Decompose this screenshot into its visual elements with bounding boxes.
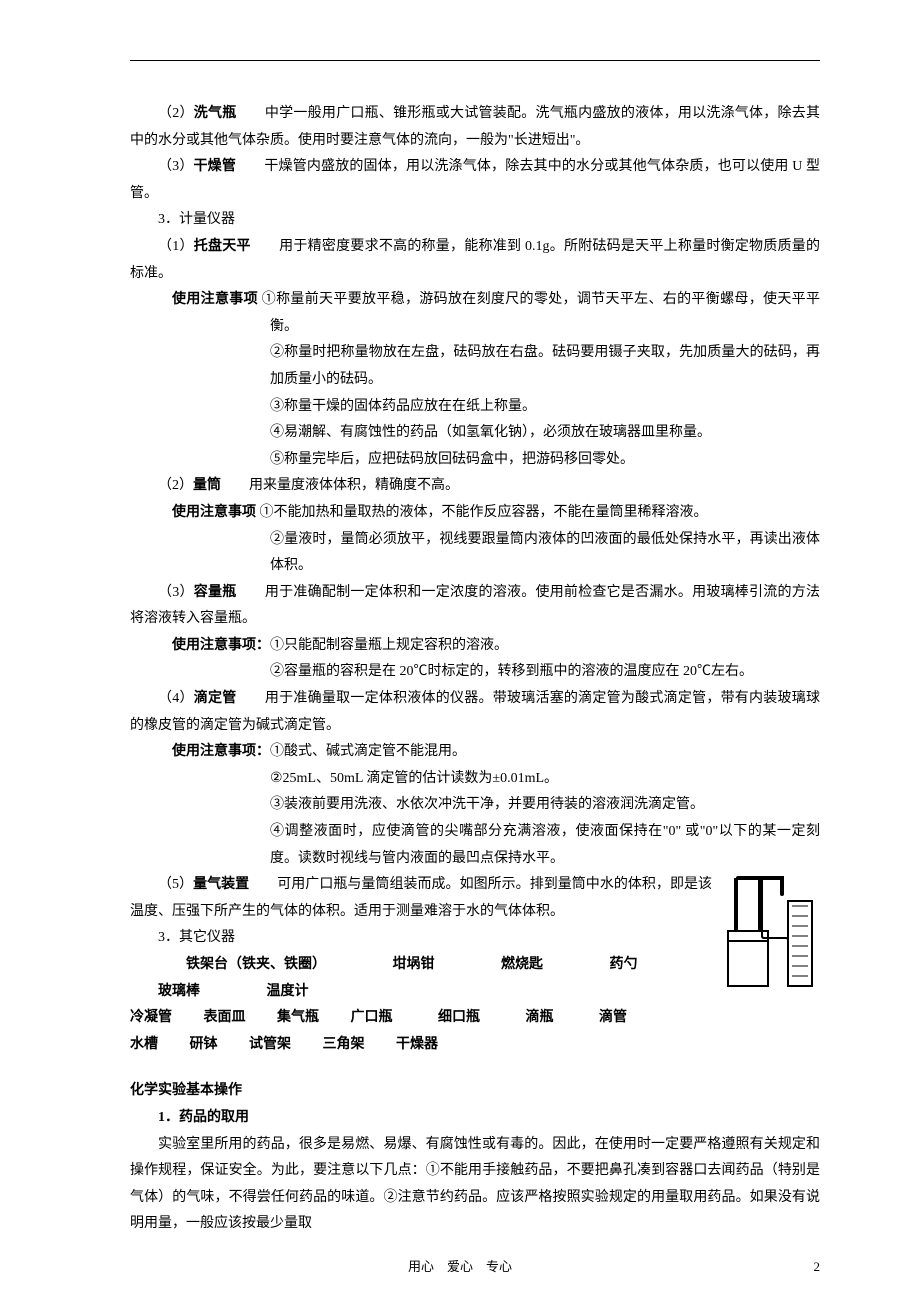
page-container: （2）洗气瓶 中学一般用广口瓶、锥形瓶或大试管装配。洗气瓶内盛放的液体，用以洗涤… [0, 0, 920, 1302]
notes-label: 使用注意事项： [172, 744, 270, 759]
item-balance: （1）托盘天平 用于精密度要求不高的称量，能称准到 0.1g。所附砝码是天平上称… [130, 234, 820, 287]
burette-notes: 使用注意事项：①酸式、碱式滴定管不能混用。 [130, 739, 820, 766]
item-washing-bottle: （2）洗气瓶 中学一般用广口瓶、锥形瓶或大试管装配。洗气瓶内盛放的液体，用以洗涤… [130, 101, 820, 154]
term: 洗气瓶 [194, 106, 237, 121]
eq: 滴管 [599, 1005, 627, 1032]
num: （1） [158, 239, 194, 254]
balance-notes: 使用注意事项 ①称量前天平要放平稳，游码放在刻度尺的零处，调节天平左、右的平衡螺… [130, 287, 820, 340]
section-other: 3．其它仪器 [130, 925, 820, 952]
eq: 滴瓶 [526, 1005, 554, 1032]
eq: 水槽 [130, 1032, 158, 1059]
balance-note2: ②称量时把称量物放在左盘，砝码放在右盘。砝码要用镊子夹取，先加质量大的砝码，再加… [130, 340, 820, 393]
note1: ①只能配制容量瓶上规定容积的溶液。 [270, 638, 508, 653]
subsection-reagent: 1．药品的取用 [130, 1105, 820, 1132]
page-number: 2 [814, 1255, 821, 1280]
section-measuring: 3．计量仪器 [130, 207, 820, 234]
balance-note4: ④易潮解、有腐蚀性的药品（如氢氧化钠），必须放在玻璃器皿里称量。 [130, 420, 820, 447]
section-operations: 化学实验基本操作 [130, 1078, 820, 1105]
balance-note3: ③称量干燥的固体药品应放在在纸上称量。 [130, 394, 820, 421]
notes-label: 使用注意事项 [172, 292, 258, 307]
flask-note2: ②容量瓶的容积是在 20℃时标定的，转移到瓶中的溶液的温度应在 20℃左右。 [130, 659, 820, 686]
term: 量气装置 [193, 877, 249, 892]
eq: 试管架 [249, 1032, 291, 1059]
burette-note4: ④调整液面时，应使滴管的尖嘴部分充满溶液，使液面保持在"0" 或"0"以下的某一… [130, 819, 820, 872]
text: ②容量瓶的容积是在 20℃时标定的，转移到瓶中的溶液的温度应在 20℃左右。 [130, 664, 753, 679]
eq: 铁架台（铁夹、铁圈） [158, 952, 326, 979]
flask-notes: 使用注意事项：①只能配制容量瓶上规定容积的溶液。 [130, 633, 820, 660]
equipment-row-1: 铁架台（铁夹、铁圈） 坩埚钳 燃烧匙 药勺 玻璃棒 温度计 [130, 952, 820, 1005]
num: （5） [158, 877, 193, 892]
item-volumetric-flask: （3）容量瓶 用于准确配制一定体积和一定浓度的溶液。使用前检查它是否漏水。用玻璃… [130, 580, 820, 633]
num: （3） [158, 159, 194, 174]
note1: ①称量前天平要放平稳，游码放在刻度尺的零处，调节天平左、右的平衡螺母，使天平平衡… [258, 292, 820, 334]
eq: 集气瓶 [277, 1005, 319, 1032]
note1: ①不能加热和量取热的液体，不能作反应容器，不能在量筒里稀释溶液。 [256, 505, 708, 520]
notes-label: 使用注意事项 [172, 505, 256, 520]
top-rule [130, 60, 820, 61]
item-burette: （4）滴定管 用于准确量取一定体积液体的仪器。带玻璃活塞的滴定管为酸式滴定管，带… [130, 686, 820, 739]
eq: 药勺 [582, 952, 638, 979]
num: （3） [158, 585, 194, 600]
note1: ①酸式、碱式滴定管不能混用。 [270, 744, 466, 759]
burette-note2: ②25mL、50mL 滴定管的估计读数为±0.01mL。 [130, 766, 820, 793]
gas-apparatus-figure [720, 876, 820, 996]
eq: 研钵 [190, 1032, 218, 1059]
term: 容量瓶 [194, 585, 237, 600]
eq: 广口瓶 [351, 1005, 393, 1032]
eq: 三角架 [323, 1032, 365, 1059]
cylinder-note2: ②量液时，量筒必须放平，视线要跟量筒内液体的凹液面的最低处保持水平，再读出液体体… [130, 527, 820, 580]
eq: 细口瓶 [438, 1005, 480, 1032]
term: 量筒 [193, 478, 221, 493]
reagent-body: 实验室里所用的药品，很多是易燃、易爆、有腐蚀性或有毒的。因此，在使用时一定要严格… [130, 1132, 820, 1238]
item-drying-tube: （3）干燥管 干燥管内盛放的固体，用以洗涤气体，除去其中的水分或其他气体杂质，也… [130, 154, 820, 207]
eq: 冷凝管 [130, 1005, 172, 1032]
num: （2） [158, 106, 194, 121]
balance-note5: ⑤称量完毕后，应把砝码放回砝码盒中，把游码移回零处。 [130, 447, 820, 474]
eq: 温度计 [239, 979, 309, 1006]
equipment-row-2: 冷凝管 表面皿 集气瓶 广口瓶 细口瓶 滴瓶 滴管 [130, 1005, 820, 1032]
eq: 玻璃棒 [130, 979, 200, 1006]
item-cylinder: （2）量筒 用来量度液体体积，精确度不高。 [130, 473, 820, 500]
term: 滴定管 [194, 691, 237, 706]
num: （2） [158, 478, 193, 493]
equipment-row-3: 水槽 研钵 试管架 三角架 干燥器 [130, 1032, 820, 1059]
term: 干燥管 [194, 159, 237, 174]
eq: 燃烧匙 [473, 952, 543, 979]
item-gas-measure: （5）量气装置 可用广口瓶与量筒组装而成。如图所示。排到量筒中水的体积，即是该温… [130, 872, 820, 925]
spacer [130, 1058, 820, 1072]
eq: 干燥器 [396, 1032, 438, 1059]
desc: 用来量度液体体积，精确度不高。 [221, 478, 459, 493]
footer-motto: 用心 爱心 专心 [0, 1255, 920, 1280]
burette-note3: ③装液前要用洗液、水依次冲洗干净，并要用待装的溶液润洗滴定管。 [130, 792, 820, 819]
eq: 坩埚钳 [365, 952, 435, 979]
notes-label: 使用注意事项： [172, 638, 270, 653]
eq: 表面皿 [204, 1005, 246, 1032]
num: （4） [158, 691, 194, 706]
term: 托盘天平 [194, 239, 251, 254]
cylinder-notes: 使用注意事项 ①不能加热和量取热的液体，不能作反应容器，不能在量筒里稀释溶液。 [130, 500, 820, 527]
